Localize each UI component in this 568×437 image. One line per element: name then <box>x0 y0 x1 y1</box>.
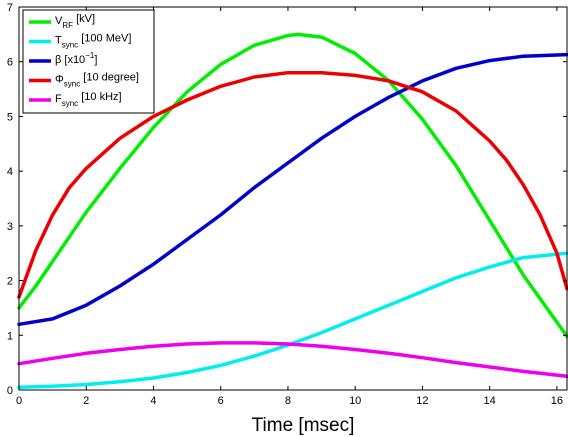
legend-label-main: F <box>55 93 62 105</box>
y-tick-label: 1 <box>7 330 13 342</box>
series-line-beta <box>17 52 568 327</box>
legend-label-main: T <box>55 35 62 47</box>
y-tick-label: 6 <box>7 57 13 69</box>
legend-label-sub: sync <box>64 80 80 89</box>
legend-label-rest: [10 degree] <box>80 72 139 84</box>
legend-label-sub: RF <box>62 21 73 30</box>
y-tick-label: 3 <box>7 221 13 233</box>
y-tick-label: 2 <box>7 276 13 288</box>
x-tick-label: 4 <box>150 395 156 407</box>
x-tick-label: 16 <box>551 395 563 407</box>
legend-label-vrf: VRF [kV] <box>55 13 95 30</box>
plot-frame <box>18 6 568 391</box>
legend-label-main: β [x10 <box>55 54 85 66</box>
legend-label-sub: sync <box>62 41 78 50</box>
legend-label-sub: sync <box>62 99 78 108</box>
legend-label-beta: β [x10−1] <box>55 51 97 66</box>
series-line-fsync <box>17 341 568 379</box>
x-tick-label: 10 <box>349 395 361 407</box>
legend-label-rest: [kV] <box>73 13 95 25</box>
legend-label-rest: ] <box>94 54 97 66</box>
series-layer <box>17 32 568 390</box>
legend-label-sup: −1 <box>85 51 95 60</box>
legend-label-main: Φ <box>55 74 64 86</box>
legend-label-main: V <box>55 15 63 27</box>
x-tick-label: 12 <box>416 395 428 407</box>
x-tick-label: 8 <box>285 395 291 407</box>
y-tick-label: 0 <box>7 385 13 397</box>
legend-label-phisync: Φsync [10 degree] <box>55 72 139 89</box>
legend-label-tsync: Tsync [100 MeV] <box>55 33 131 50</box>
x-axis-title: Time [msec] <box>252 415 355 436</box>
legend-label-fsync: Fsync [10 kHz] <box>55 91 122 108</box>
series-line-phisync <box>17 70 568 299</box>
series-line-vrf <box>17 32 568 339</box>
x-tick-label: 0 <box>16 395 22 407</box>
legend-label-rest: [100 MeV] <box>78 33 131 45</box>
x-tick-label: 14 <box>484 395 496 407</box>
x-tick-label: 6 <box>218 395 224 407</box>
legend-label-rest: [10 kHz] <box>78 91 121 103</box>
y-tick-label: 7 <box>7 2 13 14</box>
y-tick-label: 5 <box>7 111 13 123</box>
legend: VRF [kV]Tsync [100 MeV]β [x10−1]Φsync [1… <box>22 9 155 114</box>
x-tick-label: 2 <box>83 395 89 407</box>
y-tick-label: 4 <box>7 166 13 178</box>
